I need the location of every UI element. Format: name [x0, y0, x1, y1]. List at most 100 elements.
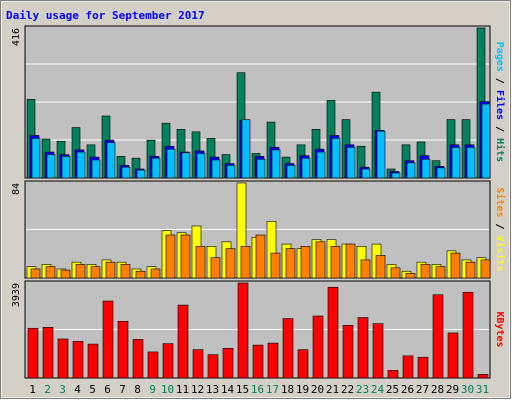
x-tick-label: 29 — [446, 383, 459, 396]
sites-bar — [75, 264, 86, 279]
axis-label-part: Hits — [494, 138, 506, 162]
x-tick-label: 10 — [161, 383, 174, 396]
pages-bar — [271, 149, 281, 179]
panel-hits-ymax-label: 416 — [11, 28, 22, 46]
x-tick-label: 22 — [341, 383, 354, 396]
kbytes-bar — [132, 339, 144, 379]
pages-bar — [241, 119, 251, 179]
pages-bar — [331, 138, 341, 179]
kbytes-bar — [297, 349, 309, 379]
kbytes-bar — [192, 349, 204, 379]
sites-bar — [375, 255, 386, 279]
kbytes-bar — [207, 354, 219, 379]
pages-bar — [256, 158, 266, 179]
sites-bar — [60, 269, 71, 279]
x-tick-label: 28 — [431, 383, 444, 396]
x-tick-label: 30 — [461, 383, 474, 396]
kbytes-bar — [372, 323, 384, 379]
pages-bar — [61, 156, 71, 179]
x-tick-label: 14 — [221, 383, 235, 396]
axis-label-part: KBytes — [494, 311, 505, 347]
pages-bar — [76, 151, 86, 179]
kbytes-bar — [147, 351, 159, 379]
x-tick-label: 5 — [89, 383, 96, 396]
outer-frame-highlight — [1, 1, 510, 398]
sites-bar — [150, 268, 161, 279]
sites-bar — [480, 259, 491, 279]
sites-bar — [315, 241, 326, 279]
panel-kbytes-ymax-label: 3939 — [11, 283, 22, 307]
sites-bar — [360, 259, 371, 279]
kbytes-bar — [87, 343, 99, 379]
x-tick-label: 31 — [476, 383, 489, 396]
kbytes-bar — [477, 374, 489, 379]
axis-label-part: Files — [494, 90, 506, 120]
x-tick-label: 26 — [401, 383, 414, 396]
sites-bar — [420, 264, 431, 279]
x-tick-label: 9 — [149, 383, 156, 396]
sites-bar — [105, 261, 116, 279]
pages-bar — [346, 147, 356, 179]
pages-bar — [91, 159, 101, 179]
kbytes-bar — [282, 318, 294, 379]
axis-label-part: Visits — [494, 236, 506, 272]
sites-bar — [405, 273, 416, 279]
x-tick-label: 1 — [29, 383, 36, 396]
pages-bar — [361, 168, 371, 179]
kbytes-bar — [312, 315, 324, 379]
axis-label-part: / — [494, 217, 505, 235]
pages-bar — [31, 138, 41, 179]
pages-bar — [286, 165, 296, 179]
kbytes-bar — [162, 343, 174, 379]
sites-bar — [285, 248, 296, 279]
panel-visits-axis-label: Sites / Visits — [494, 187, 506, 271]
x-tick-label: 12 — [191, 383, 204, 396]
pages-bar — [376, 130, 386, 179]
sites-bar — [90, 266, 101, 279]
kbytes-bar — [432, 294, 444, 379]
pages-bar — [466, 147, 476, 179]
sites-bar — [225, 248, 236, 279]
kbytes-bar — [252, 344, 264, 379]
kbytes-bar — [417, 356, 429, 379]
x-tick-label: 24 — [371, 383, 385, 396]
kbytes-bar — [72, 341, 84, 379]
pages-bar — [151, 157, 161, 179]
x-tick-label: 17 — [266, 383, 279, 396]
panel-kbytes-axis-label: KBytes — [494, 311, 505, 347]
pages-bar — [196, 153, 206, 179]
x-tick-label: 4 — [74, 383, 81, 396]
sites-bar — [300, 246, 311, 279]
pages-bar — [166, 148, 176, 179]
x-tick-label: 20 — [311, 383, 324, 396]
pages-bar — [421, 158, 431, 179]
kbytes-bar — [402, 355, 414, 379]
kbytes-bar — [42, 327, 54, 379]
pages-bar — [436, 167, 446, 179]
axis-label-part: Sites — [494, 187, 506, 217]
sites-bar — [330, 246, 341, 279]
panel-visits-ymax-label: 84 — [11, 183, 22, 195]
kbytes-bar — [177, 304, 189, 379]
x-tick-label: 13 — [206, 383, 219, 396]
pages-bar — [391, 172, 401, 179]
sites-bar — [465, 261, 476, 279]
panel-hits-axis-label: Pages / Files / Hits — [494, 42, 506, 162]
kbytes-bar — [222, 347, 234, 379]
pages-bar — [136, 169, 146, 179]
pages-bar — [316, 151, 326, 179]
x-tick-label: 21 — [326, 383, 339, 396]
chart-title: Daily usage for September 2017 — [6, 9, 205, 22]
sites-bar — [195, 246, 206, 279]
kbytes-bar — [102, 300, 114, 379]
sites-bar — [450, 252, 461, 279]
sites-bar — [45, 266, 56, 279]
pages-bar — [301, 157, 311, 179]
kbytes-bar — [462, 291, 474, 379]
x-tick-label: 6 — [104, 383, 111, 396]
pages-bar — [211, 159, 221, 179]
pages-bar — [451, 147, 461, 179]
x-tick-label: 25 — [386, 383, 399, 396]
